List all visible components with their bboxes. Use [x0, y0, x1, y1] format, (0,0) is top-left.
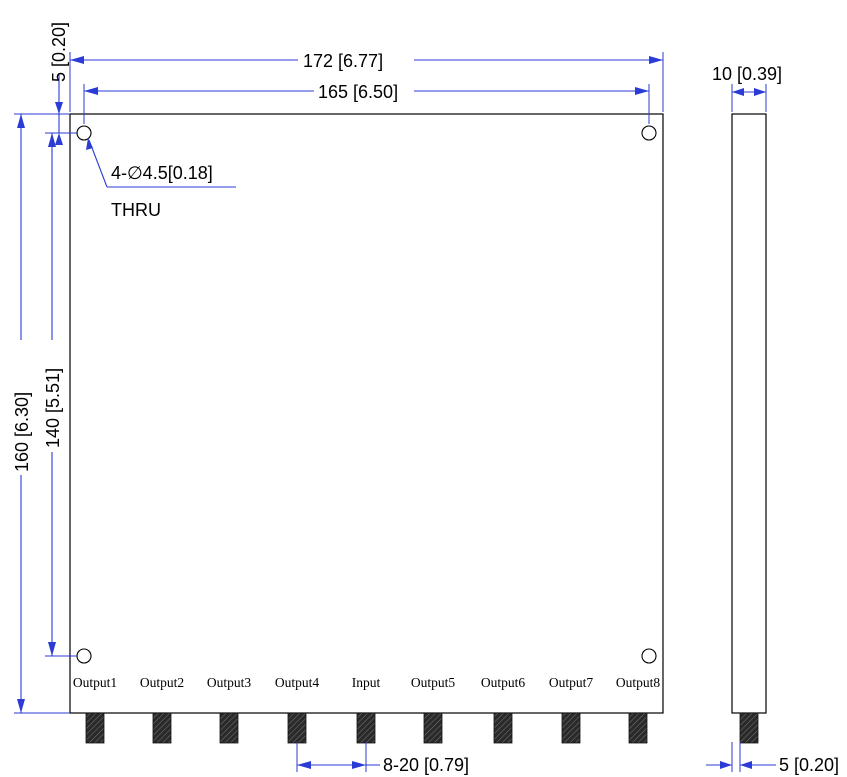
- overall-height-label: 160 [6.30]: [12, 392, 32, 472]
- arrow-head: [17, 114, 25, 128]
- connector-output6: [493, 712, 513, 744]
- arrow-head: [754, 88, 766, 96]
- arrow-head: [297, 761, 311, 769]
- hole-spacing-height-label: 140 [5.51]: [43, 368, 63, 448]
- arrow-head: [48, 133, 56, 147]
- arrow-head: [649, 56, 663, 64]
- port-label-output3: Output3: [207, 675, 252, 690]
- arrow-head: [86, 138, 93, 150]
- mounting-hole-top-right: [641, 125, 657, 141]
- arrow-head: [17, 699, 25, 713]
- arrow-head: [70, 56, 84, 64]
- port-label-output4: Output4: [275, 675, 320, 690]
- port-label-output8: Output8: [616, 675, 661, 690]
- arrow-head: [635, 87, 649, 95]
- connector-output5: [423, 712, 443, 744]
- mounting-hole-top-left: [76, 125, 92, 141]
- connector-output3: [219, 712, 239, 744]
- hole-spacing-width-label: 165 [6.50]: [318, 82, 398, 102]
- port-label-output1: Output1: [73, 675, 117, 690]
- connector-output7: [561, 712, 581, 744]
- connector-output8: [628, 712, 648, 744]
- arrow-head: [740, 761, 752, 769]
- hole-callout-size: 4-∅4.5[0.18]: [111, 163, 213, 183]
- arrow-head: [352, 761, 366, 769]
- arrow-head: [55, 102, 63, 114]
- connector-output1: [85, 712, 105, 744]
- connectors: [85, 712, 648, 744]
- port-label-output7: Output7: [549, 675, 594, 690]
- connector-output2: [152, 712, 172, 744]
- port-labels: Output1 Output2 Output3 Output4 Input Output5…: [73, 675, 661, 690]
- arrow-head: [732, 88, 744, 96]
- side-view-outline: [731, 113, 767, 714]
- arrow-head: [48, 642, 56, 656]
- connector-pitch-label: 8-20 [0.79]: [383, 755, 469, 775]
- overall-width-label: 172 [6.77]: [303, 51, 383, 71]
- thickness-label: 10 [0.39]: [712, 64, 782, 84]
- connector-input: [356, 712, 376, 744]
- side-connector: [739, 712, 759, 744]
- edge-to-hole-label: 5 [0.20]: [49, 22, 69, 82]
- arrow-head: [55, 133, 63, 145]
- side-offset-label: 5 [0.20]: [779, 755, 839, 775]
- port-label-output5: Output5: [411, 675, 456, 690]
- connector-output4: [287, 712, 307, 744]
- arrow-head: [84, 87, 98, 95]
- mounting-hole-bottom-right: [641, 648, 657, 664]
- arrow-head: [720, 761, 732, 769]
- port-label-output2: Output2: [140, 675, 184, 690]
- hole-callout-type: THRU: [111, 200, 161, 220]
- port-label-input: Input: [352, 675, 381, 690]
- mounting-hole-bottom-left: [76, 648, 92, 664]
- port-label-output6: Output6: [481, 675, 526, 690]
